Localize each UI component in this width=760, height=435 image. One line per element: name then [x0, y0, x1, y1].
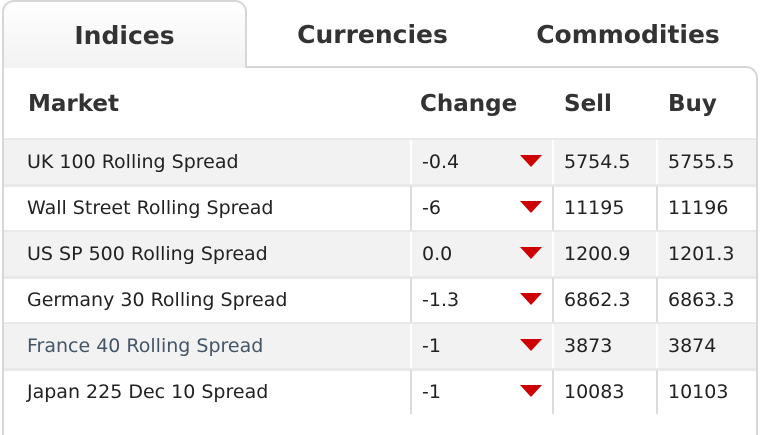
sell-price[interactable]: 10083 — [552, 370, 654, 414]
down-triangle-icon — [520, 201, 542, 213]
buy-price[interactable]: 11196 — [656, 186, 746, 230]
tab-commodities[interactable]: Commodities — [536, 19, 720, 49]
table-row[interactable]: Japan 225 Dec 10 Spread -1 10083 10103 — [4, 370, 756, 414]
market-name[interactable]: UK 100 Rolling Spread — [27, 151, 239, 173]
table-row[interactable]: US SP 500 Rolling Spread 0.0 1200.9 1201… — [4, 232, 756, 276]
change-value: -6 — [422, 197, 441, 219]
change-cell: -1 — [410, 324, 550, 368]
table-row[interactable]: Germany 30 Rolling Spread -1.3 6862.3 68… — [4, 278, 756, 322]
table-row[interactable]: Wall Street Rolling Spread -6 11195 1119… — [4, 186, 756, 230]
down-triangle-icon — [520, 339, 542, 351]
sell-price[interactable]: 5754.5 — [552, 140, 654, 184]
change-value: -1 — [422, 335, 441, 357]
row-divider — [4, 230, 756, 233]
change-value: 0.0 — [422, 243, 453, 265]
market-name[interactable]: Japan 225 Dec 10 Spread — [27, 381, 269, 403]
row-divider — [4, 322, 756, 325]
buy-price[interactable]: 5755.5 — [656, 140, 746, 184]
market-name[interactable]: France 40 Rolling Spread — [27, 335, 264, 357]
down-triangle-icon — [520, 385, 542, 397]
row-divider — [4, 184, 756, 187]
header-market: Market — [28, 91, 120, 117]
sell-price[interactable]: 3873 — [552, 324, 654, 368]
header-change: Change — [420, 91, 518, 117]
change-value: -1.3 — [422, 289, 460, 311]
sell-price[interactable]: 1200.9 — [552, 232, 654, 276]
header-buy: Buy — [668, 91, 717, 117]
buy-price[interactable]: 3874 — [656, 324, 746, 368]
table-row[interactable]: France 40 Rolling Spread -1 3873 3874 — [4, 324, 756, 368]
buy-price[interactable]: 6863.3 — [656, 278, 746, 322]
table-header: Market Change Sell Buy — [4, 68, 756, 140]
row-divider — [4, 368, 756, 371]
change-value: -1 — [422, 381, 441, 403]
market-name[interactable]: US SP 500 Rolling Spread — [27, 243, 268, 265]
buy-price[interactable]: 10103 — [656, 370, 746, 414]
market-name[interactable]: Wall Street Rolling Spread — [27, 197, 274, 219]
down-triangle-icon — [520, 155, 542, 167]
markets-panel: Market Change Sell Buy UK 100 Rolling Sp… — [2, 66, 758, 435]
market-name[interactable]: Germany 30 Rolling Spread — [27, 289, 288, 311]
change-cell: -0.4 — [410, 140, 550, 184]
tab-indices[interactable]: Indices — [2, 0, 247, 68]
change-value: -0.4 — [422, 151, 460, 173]
row-divider — [4, 276, 756, 279]
market-tabs: Indices Currencies Commodities — [0, 0, 760, 68]
down-triangle-icon — [520, 247, 542, 259]
change-cell: 0.0 — [410, 232, 550, 276]
tab-currencies[interactable]: Currencies — [297, 19, 448, 49]
change-cell: -1.3 — [410, 278, 550, 322]
change-cell: -6 — [410, 186, 550, 230]
change-cell: -1 — [410, 370, 550, 414]
sell-price[interactable]: 6862.3 — [552, 278, 654, 322]
table-row[interactable]: UK 100 Rolling Spread -0.4 5754.5 5755.5 — [4, 140, 756, 184]
buy-price[interactable]: 1201.3 — [656, 232, 746, 276]
row-divider — [4, 138, 756, 141]
header-sell: Sell — [564, 91, 612, 117]
sell-price[interactable]: 11195 — [552, 186, 654, 230]
down-triangle-icon — [520, 293, 542, 305]
